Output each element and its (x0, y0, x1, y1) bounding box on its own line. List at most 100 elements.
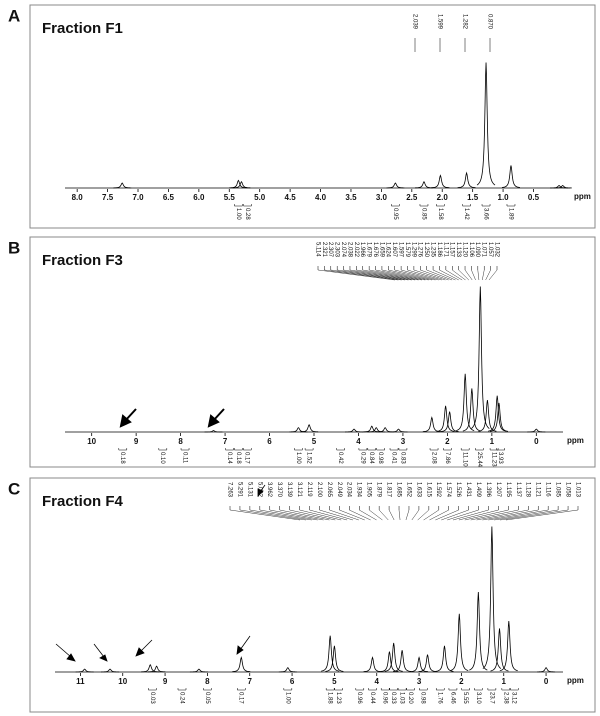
peak-label-lead (375, 269, 426, 281)
peak-label-lead (309, 509, 348, 521)
integral-bracket (368, 688, 377, 691)
peak-label: 1.597 (398, 242, 404, 258)
x-tick-label: 0.5 (528, 193, 540, 202)
integral-bracket (429, 448, 439, 451)
peak-label-lead (359, 509, 377, 521)
peak (482, 526, 502, 669)
integral-label: 1.00 (295, 452, 301, 464)
x-tick-label: 9 (163, 677, 168, 686)
peak (367, 427, 386, 433)
peak-label: 1.282 (461, 14, 467, 30)
x-tick-label: 1.0 (498, 193, 510, 202)
peak-label: 1.592 (435, 482, 441, 498)
integral-label: 3.93 (497, 452, 503, 464)
integral-bracket (158, 448, 168, 451)
integral-bracket (334, 688, 343, 691)
peak-label-lead (249, 509, 312, 521)
peak (440, 411, 459, 432)
integral-label: 0.20 (407, 692, 413, 704)
peak-label-lead (337, 269, 406, 281)
peak-label-lead (362, 269, 419, 281)
peak-label: 1.207 (495, 482, 501, 498)
peak-label: 1.186 (436, 242, 442, 258)
peak-label-lead (330, 269, 402, 281)
peak-label: 1.013 (574, 482, 580, 498)
peak-label: 1.195 (505, 482, 511, 498)
peak-label: 1.396 (485, 482, 491, 498)
integral-bracket (474, 688, 483, 691)
peak-label-lead (494, 509, 559, 521)
peak-label-lead (435, 509, 459, 521)
peak-label: 3.121 (296, 482, 302, 498)
peak-label-lead (426, 269, 453, 281)
peak (300, 423, 319, 433)
integral-label: 1.23 (335, 692, 341, 704)
peak (435, 645, 454, 672)
integral-bracket (506, 204, 516, 207)
peak-label-lead (452, 509, 489, 521)
peak-label: 0.870 (486, 14, 492, 30)
peak-label-lead (317, 269, 396, 281)
x-tick-label: 2 (445, 437, 450, 446)
peak (101, 668, 120, 673)
integral-label: 1.00 (235, 208, 241, 220)
peak-label-lead (411, 509, 420, 521)
x-tick-label: 2.0 (437, 193, 449, 202)
integral-bracket (448, 688, 458, 691)
peak (489, 402, 509, 432)
integral-label: 0.41 (390, 452, 396, 464)
x-tick-label: 4.5 (285, 193, 297, 202)
peak (537, 667, 556, 673)
x-tick-label: 5.0 (254, 193, 266, 202)
peak-label: 1.879 (376, 482, 382, 498)
peak (363, 656, 382, 673)
integral-bracket (461, 688, 470, 691)
peak-label: 1.431 (465, 482, 471, 498)
peak-label-lead (279, 509, 330, 521)
peak-label: 2.074 (340, 242, 346, 258)
panel-letter: B (8, 238, 20, 257)
panel-letter: A (8, 6, 20, 25)
peak (393, 650, 412, 672)
peak-label-lead (441, 509, 469, 521)
integral-label: 0.11 (181, 452, 187, 464)
integral-label: 0.98 (377, 452, 383, 464)
integral-label: 11.10 (462, 452, 468, 467)
integral-bracket (397, 688, 407, 691)
integral-bracket (283, 688, 293, 691)
peak-label: 7.263 (226, 482, 232, 498)
peak-label: 1.235 (429, 242, 435, 258)
integral-label: 0.96 (382, 692, 388, 704)
integral-label: 25.44 (476, 452, 482, 468)
peak-label-lead (458, 509, 499, 521)
integral-bracket (489, 448, 499, 451)
integral-label: 6.46 (449, 692, 455, 704)
peak-label: 1.032 (493, 242, 499, 258)
peak (414, 181, 433, 189)
peak-label: 2.119 (306, 482, 312, 497)
integral-label: 0.18 (235, 452, 241, 464)
x-tick-label: 5 (312, 437, 317, 446)
integral-label: 3.66 (482, 208, 488, 220)
peak (490, 628, 509, 672)
peak (75, 668, 94, 673)
peak-label: 1.624 (385, 242, 391, 258)
x-tick-label: 7.0 (132, 193, 144, 202)
peak-label-lead (482, 509, 539, 521)
integral-label: 2.08 (430, 452, 436, 464)
x-axis-label: ppm (567, 676, 584, 685)
integral-bracket (435, 688, 445, 691)
x-tick-label: 8 (205, 677, 210, 686)
x-tick-label: 11 (76, 677, 85, 686)
x-tick-label: 9 (134, 437, 139, 446)
peak-label: 2.303 (334, 242, 340, 258)
integral-label: 0.10 (159, 452, 165, 464)
integral-label: 0.96 (356, 692, 362, 704)
peak-label: 1.299 (410, 242, 416, 258)
integral-label: 5.55 (462, 692, 468, 704)
peak (550, 185, 569, 189)
peak-label-lead (485, 269, 491, 281)
peak-label-lead (500, 509, 569, 521)
peak-label: 1.579 (404, 242, 410, 258)
